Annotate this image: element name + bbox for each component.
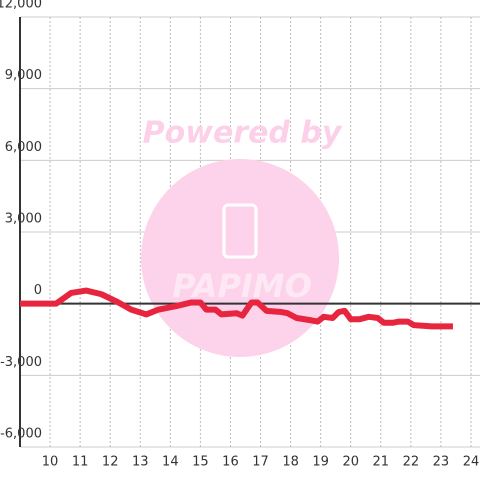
y-tick-label: -3,000: [0, 355, 42, 370]
x-tick-label: 10: [42, 455, 59, 470]
x-tick-label: 18: [282, 455, 299, 470]
y-tick-label: 6,000: [5, 140, 42, 155]
x-tick-label: 14: [162, 455, 179, 470]
x-tick-label: 13: [132, 455, 149, 470]
x-tick-label: 23: [433, 455, 450, 470]
y-tick-label: -6,000: [0, 427, 42, 442]
y-tick-label: 3,000: [5, 212, 42, 227]
x-tick-label: 19: [312, 455, 329, 470]
x-tick-label: 21: [373, 455, 390, 470]
x-tick-label: 12: [102, 455, 119, 470]
x-tick-label: 17: [252, 455, 269, 470]
watermark-logo: PAPIMO: [172, 267, 312, 305]
data-line: [20, 287, 453, 330]
watermark-icon: [222, 203, 258, 259]
x-tick-label: 24: [463, 455, 480, 470]
watermark-text: Powered by: [143, 116, 343, 151]
y-tick-label: 12,000: [0, 0, 42, 12]
y-tick-label: 0: [34, 283, 42, 298]
x-tick-label: 11: [72, 455, 89, 470]
x-tick-label: 15: [192, 455, 209, 470]
y-tick-label: 9,000: [5, 68, 42, 83]
x-tick-label: 16: [222, 455, 239, 470]
x-tick-label: 20: [342, 455, 359, 470]
x-tick-label: 22: [403, 455, 420, 470]
